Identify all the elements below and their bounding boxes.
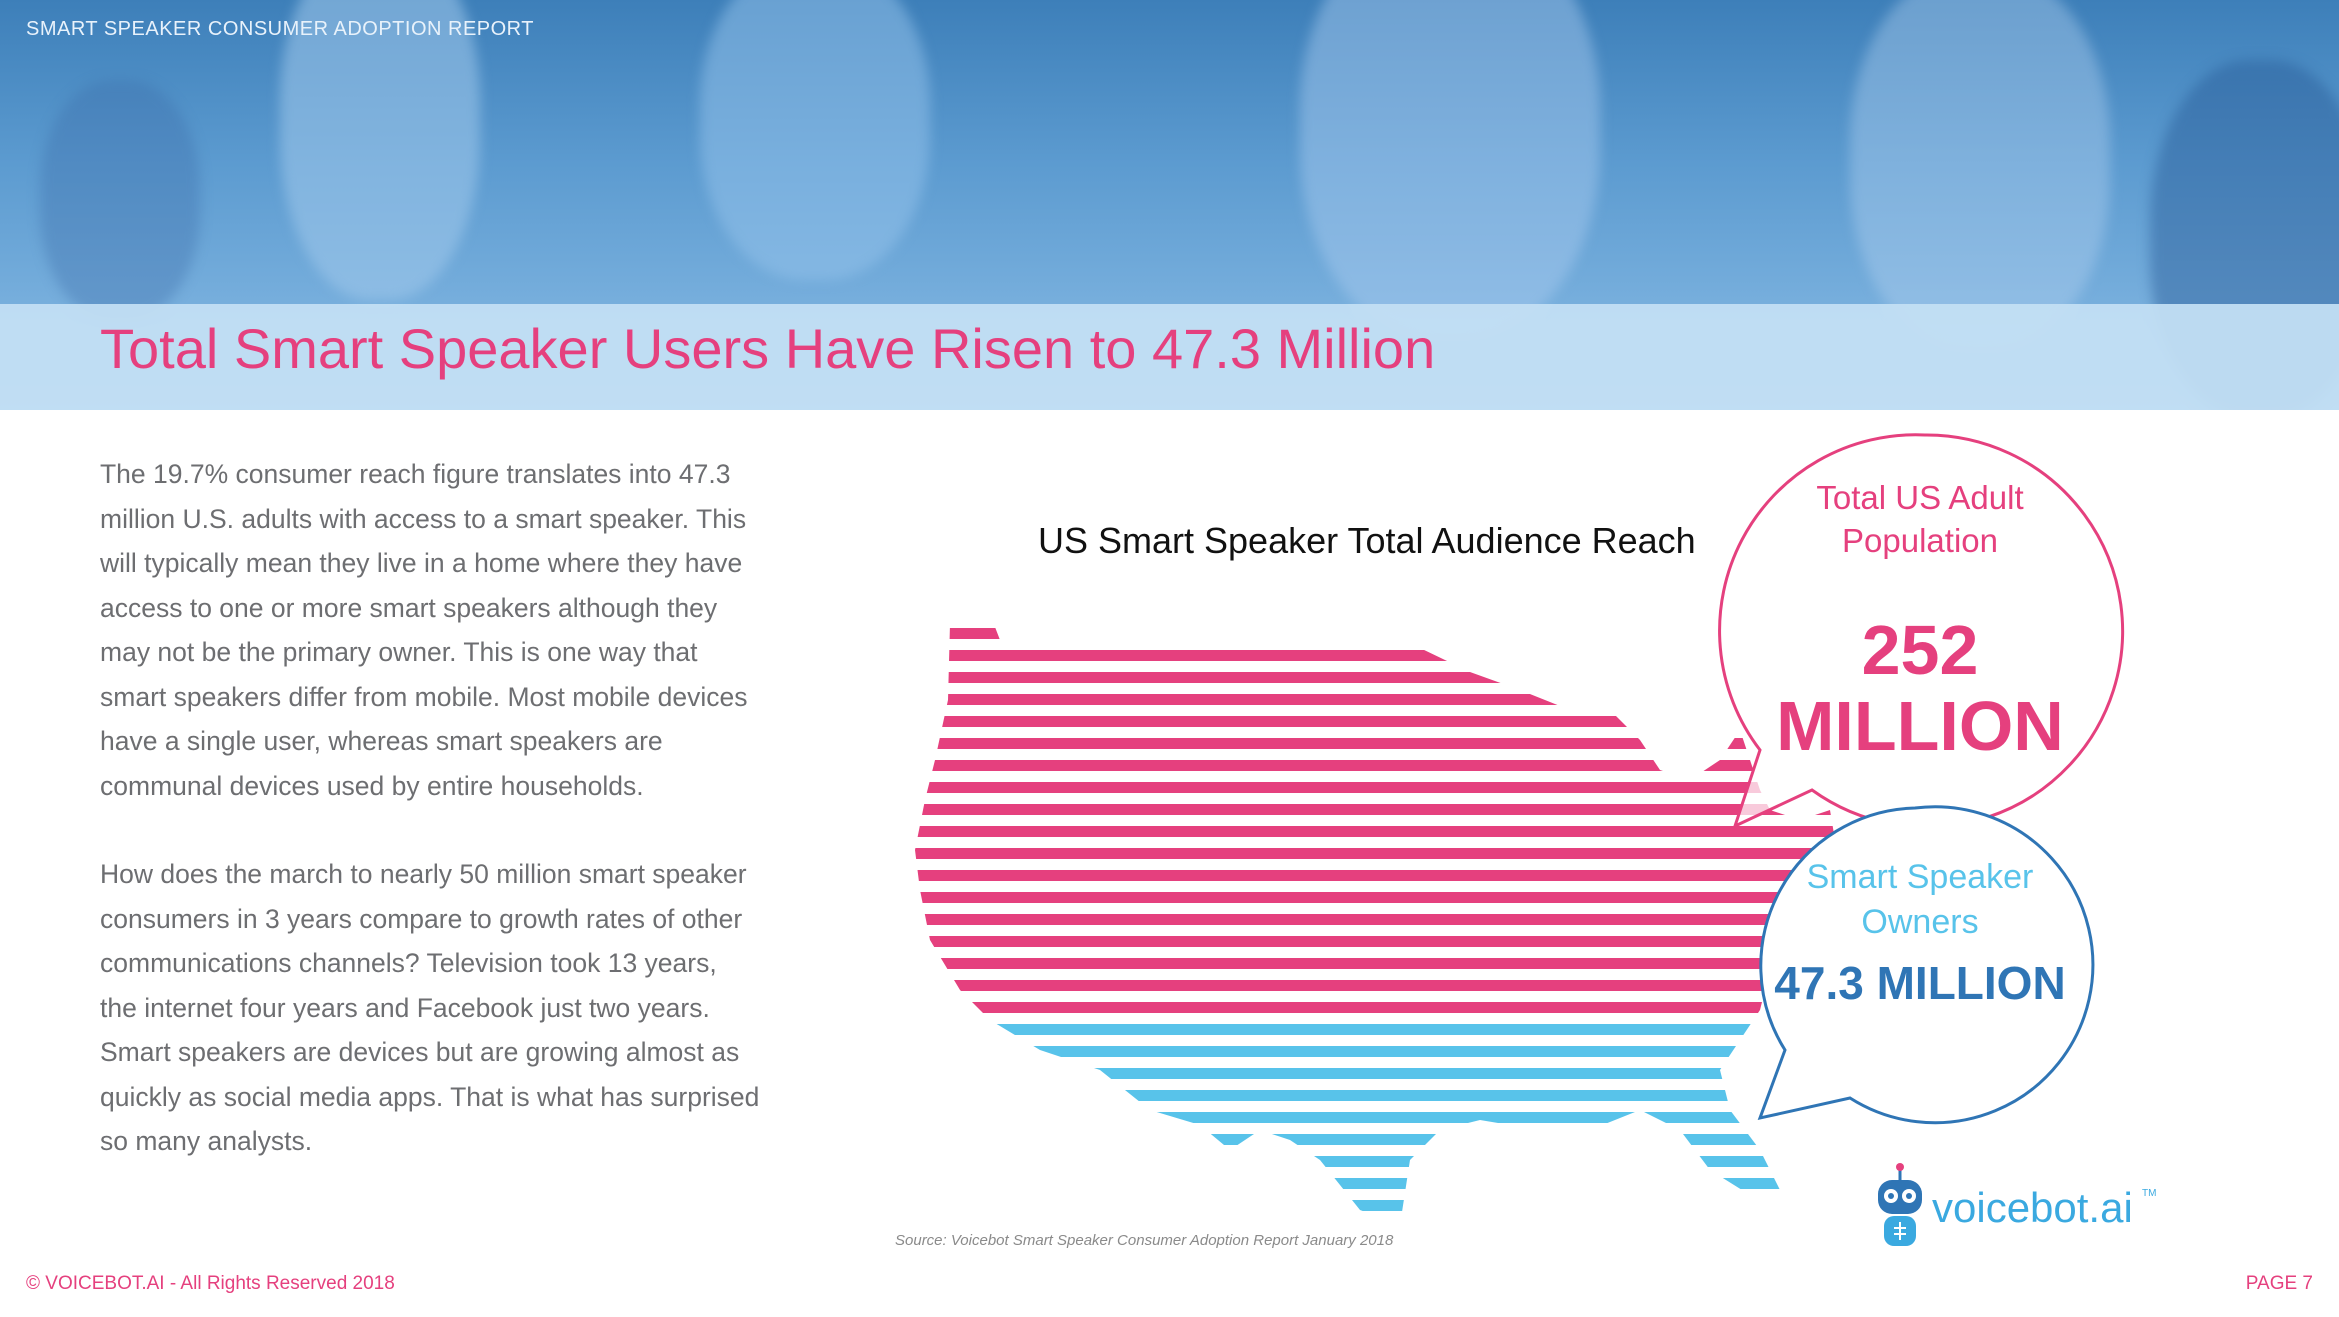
population-stripe — [915, 870, 1835, 881]
population-stripe — [915, 782, 1835, 793]
hero-blur-shape — [280, 0, 480, 300]
population-stripe — [915, 650, 1835, 661]
population-stripe — [915, 804, 1835, 815]
population-stripe — [915, 738, 1835, 749]
owners-stripe — [915, 1112, 1835, 1123]
population-stripe — [915, 958, 1835, 969]
owners-label: Smart Speaker Owners — [1806, 858, 2034, 941]
body-text: The 19.7% consumer reach figure translat… — [100, 452, 760, 1208]
owners-stripe — [915, 1178, 1835, 1189]
hero-blur-shape — [40, 80, 200, 320]
robot-icon — [1878, 1163, 1922, 1246]
population-stripe — [915, 628, 1835, 639]
owners-stripe — [915, 1090, 1835, 1101]
chart-title: US Smart Speaker Total Audience Reach — [1038, 520, 1696, 561]
population-stripe — [915, 694, 1835, 705]
owners-stripe — [915, 1134, 1835, 1145]
hero-blur-shape — [1300, 0, 1600, 340]
footer-copyright: © VOICEBOT.AI - All Rights Reserved 2018 — [26, 1273, 395, 1294]
logo-text: voicebot.ai — [1932, 1184, 2133, 1231]
population-stripe — [915, 1002, 1835, 1013]
hero-blur-shape — [1850, 0, 2110, 350]
owners-value: 47.3 MILLION — [1774, 957, 2066, 1009]
chart-source: Source: Voicebot Smart Speaker Consumer … — [895, 1232, 1394, 1249]
owners-stripe — [915, 1024, 1835, 1035]
total-population-value: 252 MILLION — [1776, 611, 2064, 765]
population-stripe — [915, 980, 1835, 991]
paragraph-2: How does the march to nearly 50 million … — [100, 859, 760, 1156]
hero-banner — [0, 0, 2339, 410]
logo-trademark: TM — [2142, 1188, 2157, 1199]
population-stripe — [915, 848, 1835, 859]
map-stripes — [915, 628, 1835, 1211]
page-number: PAGE 7 — [2245, 1273, 2313, 1294]
population-stripe — [915, 716, 1835, 727]
population-stripe — [915, 826, 1835, 837]
title-band — [0, 304, 2339, 410]
report-label: SMART SPEAKER CONSUMER ADOPTION REPORT — [26, 18, 534, 40]
population-stripe — [915, 936, 1835, 947]
population-stripe — [915, 760, 1835, 771]
population-stripe — [915, 914, 1835, 925]
population-stripe — [915, 672, 1835, 683]
owners-stripe — [915, 1200, 1835, 1211]
total-population-label: Total US Adult Population — [1816, 479, 2024, 559]
voicebot-logo[interactable]: voicebot.ai TM — [1872, 1162, 2162, 1262]
hero-blur-shape — [700, 0, 930, 280]
page-title: Total Smart Speaker Users Have Risen to … — [100, 317, 1436, 380]
population-stripe — [915, 892, 1835, 903]
owners-stripe — [915, 1156, 1835, 1167]
owners-stripe — [915, 1068, 1835, 1079]
owners-stripe — [915, 1046, 1835, 1057]
owners-bubble — [1757, 805, 2095, 1125]
paragraph-1: The 19.7% consumer reach figure translat… — [100, 459, 748, 801]
